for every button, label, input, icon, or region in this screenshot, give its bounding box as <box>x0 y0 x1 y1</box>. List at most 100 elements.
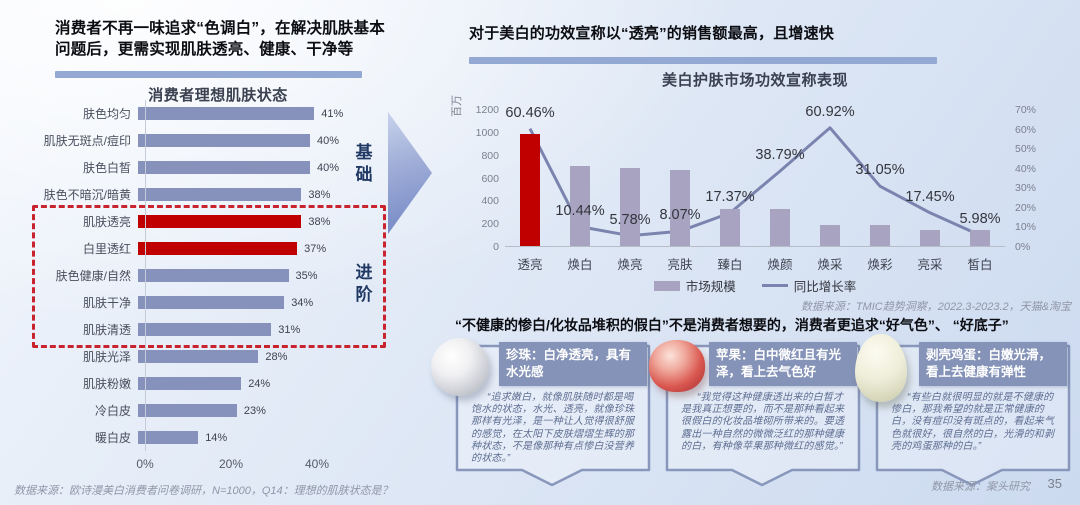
bar-row: 肤色白皙 40% <box>30 154 450 181</box>
bar <box>138 134 310 147</box>
bar <box>138 323 272 336</box>
value-label: 28% <box>265 350 288 363</box>
value-label: 35% <box>295 269 318 282</box>
bar <box>720 208 740 246</box>
right-chart-source: 数据来源：TMIC趋势洞察，2022.3-2023.2，天猫&淘宝 <box>800 301 1071 313</box>
category-label: 焕彩 <box>867 258 893 272</box>
value-label: 34% <box>291 296 314 309</box>
bar-row: 肌肤透亮 38% <box>30 208 450 235</box>
value-label: 31% <box>278 323 301 336</box>
category-label: 肌肤透亮 <box>82 215 131 229</box>
left-bar-chart: 肤色均匀 41% 肌肤无斑点/痘印 40% 肤色白皙 40% 肤色不暗沉/暗黄 38% 肌肤透亮… <box>30 100 450 471</box>
value-label: 40% <box>317 161 340 174</box>
growth-data-label: 31.05% <box>855 162 905 179</box>
right-axis-tick: 50% <box>1015 143 1037 156</box>
category-label: 焕颜 <box>767 258 793 272</box>
bar <box>138 242 298 255</box>
category-label: 皙白 <box>967 258 993 272</box>
left-axis-tick: 800 <box>481 149 499 162</box>
category-label: 肌肤清透 <box>82 323 131 337</box>
category-label: 肌肤无斑点/痘印 <box>43 134 131 148</box>
left-chart-source: 数据来源：欧诗漫美白消费者问卷调研，N=1000，Q14：理想的肌肤状态是？ <box>14 485 393 497</box>
right-axis-tick: 40% <box>1015 162 1037 175</box>
category-label: 肤色健康/自然 <box>55 269 131 283</box>
right-panel: 对于美白的功效宣称以“透亮”的销售额最高，且增速快 美白护肤市场功效宣称表现 百… <box>451 14 1075 314</box>
bar <box>570 166 590 246</box>
bar-swatch-icon <box>653 280 680 291</box>
right-chart-title: 美白护肤市场功效宣称表现 <box>661 72 848 89</box>
right-axis-tick: 20% <box>1015 201 1037 214</box>
left-axis-tick: 600 <box>481 172 499 185</box>
category-label: 焕采 <box>817 258 843 272</box>
growth-data-label: 60.46% <box>505 104 555 121</box>
card-quote: “追求嫩白，就像肌肤随时都是喝饱水的状态，水光、透亮，就像珍珠那样有光泽，是一种… <box>471 392 635 464</box>
bar-row: 肌肤清透 31% <box>30 316 450 343</box>
category-label: 肤色白皙 <box>82 161 131 175</box>
insight-cards: 珍珠：白净透亮，具有水光感 “追求嫩白，就像肌肤随时都是喝饱水的状态，水光、透亮… <box>431 334 1071 488</box>
pearl-image <box>431 338 489 396</box>
bar <box>138 404 237 417</box>
right-headline-rule <box>469 57 937 64</box>
legend-label: 同比增长率 <box>793 280 857 294</box>
left-axis-tick: 400 <box>481 195 499 208</box>
bar <box>870 225 890 246</box>
bar <box>138 431 199 444</box>
line-swatch-icon <box>761 284 788 287</box>
growth-data-label: 17.37% <box>705 189 755 205</box>
xtick: 20% <box>218 457 244 471</box>
left-panel: 消费者不再一味追求“色调白”，在解决肌肤基本问题后，更需实现肌肤透亮、健康、干净… <box>30 14 454 500</box>
right-axis-tick: 60% <box>1015 123 1037 136</box>
legend-item-growth-rate: 同比增长率 <box>761 276 857 295</box>
combo-chart-plot: 60.46% 10.44% 5.78% 8.07% 17.37% 38.79% 60.92%… <box>505 104 1005 247</box>
value-label: 37% <box>304 242 327 255</box>
growth-data-label: 5.78% <box>609 211 651 228</box>
bar <box>770 209 790 246</box>
bottom-headline: “不健康的惨白/化妆品堆积的假白”不是消费者想要的，消费者更追求“好气色”、 “… <box>455 317 1009 333</box>
value-label: 41% <box>321 107 344 120</box>
category-label: 白里透红 <box>82 242 131 256</box>
bar <box>970 230 990 246</box>
bar <box>520 134 540 246</box>
right-headline: 对于美白的功效宣称以“透亮”的销售额最高，且增速快 <box>469 25 835 42</box>
value-label: 23% <box>243 404 266 417</box>
category-label: 肤色均匀 <box>82 107 131 121</box>
growth-data-label: 17.45% <box>905 188 955 205</box>
category-label: 焕白 <box>567 258 593 272</box>
value-label: 38% <box>308 215 331 228</box>
left-chart-rows: 肤色均匀 41% 肌肤无斑点/痘印 40% 肤色白皙 40% 肤色不暗沉/暗黄 38% 肌肤透亮… <box>30 100 450 451</box>
category-label: 肌肤粉嫩 <box>82 377 131 391</box>
bar <box>138 350 259 363</box>
card-egg: 剥壳鸡蛋：白嫩光滑，看上去健康有弹性 “有些白就很明显的就是不健康的惨白，那我希… <box>855 334 1071 488</box>
card-title: 苹果：白中微红且有光泽，看上去气色好 <box>709 342 857 386</box>
bar <box>670 170 690 246</box>
value-label: 38% <box>308 188 331 201</box>
left-axis-tick: 1200 <box>475 104 499 116</box>
category-label: 暖白皮 <box>94 431 131 445</box>
bar <box>138 161 310 174</box>
bar-row: 肌肤无斑点/痘印 40% <box>30 127 450 154</box>
value-label: 40% <box>317 134 340 147</box>
category-label: 亮肤 <box>667 258 693 272</box>
left-headline-rule <box>55 71 362 78</box>
bar <box>138 269 289 282</box>
right-axis-tick: 30% <box>1015 182 1037 195</box>
left-axis-tick: 200 <box>481 218 499 231</box>
bar <box>138 377 242 390</box>
left-chart-title: 消费者理想肌肤状态 <box>148 87 288 104</box>
bar <box>820 224 840 246</box>
card-apple: 苹果：白中微红且有光泽，看上去气色好 “我觉得这种健康透出来的白皙才是我真正想要… <box>649 340 861 488</box>
card-quote: “我觉得这种健康透出来的白皙才是我真正想要的，而不是那种看起来很假白的化妆品堆砌… <box>681 392 845 452</box>
bar <box>138 188 302 201</box>
right-axis-tick: 70% <box>1015 104 1037 116</box>
right-axis-tick: 0% <box>1015 241 1031 253</box>
bar-row: 肌肤粉嫩 24% <box>30 370 450 397</box>
category-label: 肌肤光泽 <box>82 350 131 364</box>
bar <box>620 167 640 246</box>
bar-row: 暖白皮 14% <box>30 424 450 451</box>
legend-item-market-size: 市场规模 <box>653 276 736 295</box>
legend-label: 市场规模 <box>685 280 736 294</box>
category-label: 焕亮 <box>617 258 643 272</box>
bar-row: 肤色健康/自然 35% <box>30 262 450 289</box>
growth-data-label: 60.92% <box>805 103 855 120</box>
xtick: 0% <box>136 457 154 471</box>
